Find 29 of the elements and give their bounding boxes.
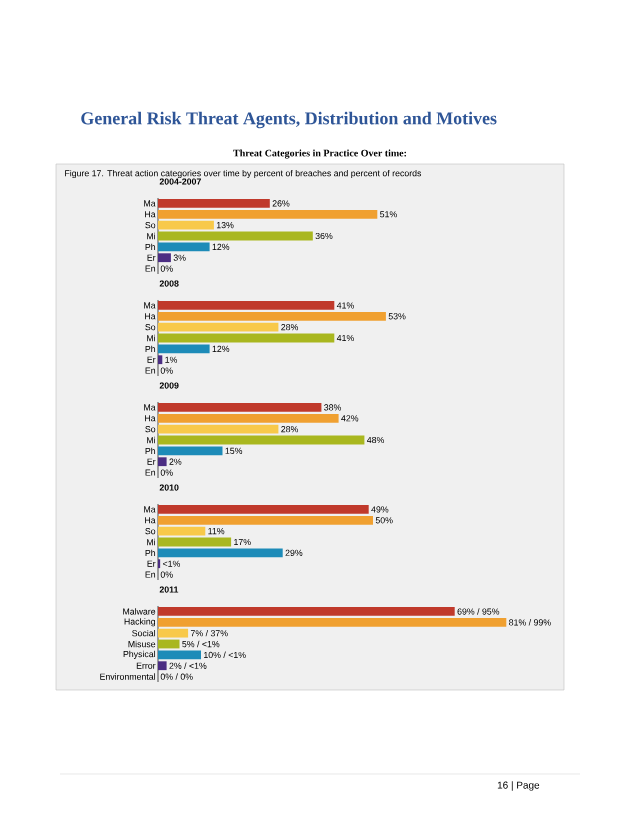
bar: [158, 435, 365, 445]
bar: [158, 526, 206, 536]
bar: [158, 322, 279, 332]
bar: [158, 301, 335, 310]
bar: [158, 311, 386, 321]
bar: [158, 413, 339, 423]
bar: [158, 253, 171, 263]
bar: [158, 607, 455, 616]
bar: [158, 333, 335, 343]
bar: [158, 344, 210, 354]
bar: [158, 548, 283, 558]
bar: [158, 505, 369, 514]
text: General Risk Threat Agents, Distribution and Motives: [81, 111, 497, 129]
bar: [158, 220, 214, 230]
bar: [158, 537, 232, 547]
bar: [158, 242, 210, 252]
bar: [158, 424, 279, 434]
bar: [158, 661, 167, 671]
bar: [158, 209, 378, 219]
bar: [158, 457, 167, 467]
bar: [158, 617, 507, 627]
bar: [158, 515, 373, 525]
bar: [158, 446, 223, 456]
bar: [158, 639, 180, 649]
bar: [158, 628, 189, 638]
bar: [158, 231, 313, 241]
bar: [158, 650, 201, 660]
bar: [158, 403, 322, 412]
bar: [158, 199, 270, 208]
